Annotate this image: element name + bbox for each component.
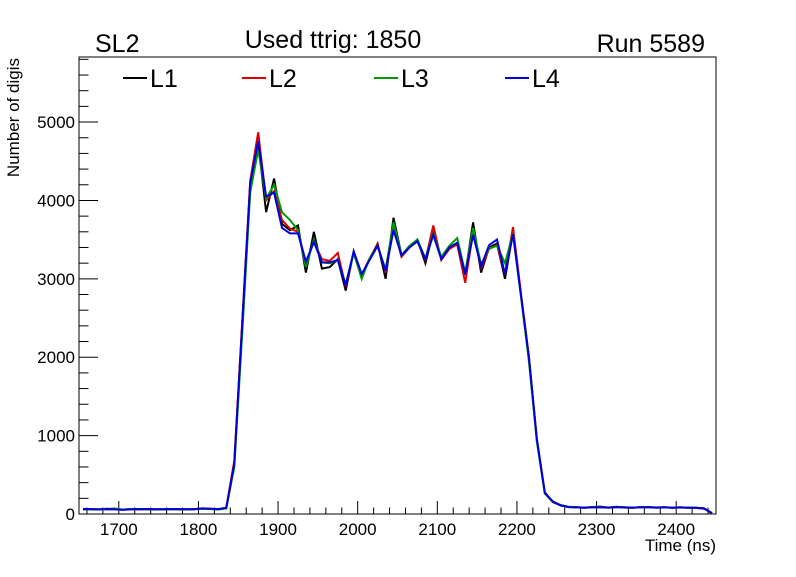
run-label: Run 5589	[597, 30, 705, 58]
x-axis-title: Time (ns)	[645, 536, 716, 555]
legend: L1 L2 L3 L4	[123, 65, 560, 93]
x-tick-label: 1700	[100, 520, 138, 539]
series-line-l3	[82, 149, 713, 514]
legend-label: L2	[269, 65, 297, 93]
series-group	[82, 132, 713, 515]
superlayer-label: SL2	[95, 30, 139, 58]
x-tick-label: 2400	[657, 520, 695, 539]
x-tick-label: 2200	[498, 520, 536, 539]
x-tick-label: 2100	[418, 520, 456, 539]
chart-title: Used ttrig: 1850	[245, 26, 422, 54]
x-tick-label: 2000	[339, 520, 377, 539]
plot-frame	[78, 56, 717, 515]
series-line-l2	[82, 132, 713, 515]
legend-label: L1	[150, 65, 178, 93]
y-tick-label: 4000	[37, 191, 75, 210]
y-tick-label: 5000	[37, 113, 75, 132]
x-tick-label: 1800	[180, 520, 218, 539]
x-tick-label: 1900	[259, 520, 297, 539]
legend-label: L4	[532, 65, 560, 93]
series-line-l4	[82, 140, 713, 515]
y-axis-title: Number of digis	[4, 58, 23, 177]
y-tick-label: 0	[66, 505, 75, 524]
series-line-l1	[82, 141, 713, 515]
legend-label: L3	[401, 65, 429, 93]
x-tick-label: 2300	[578, 520, 616, 539]
y-tick-label: 2000	[37, 348, 75, 367]
y-tick-label: 3000	[37, 270, 75, 289]
y-tick-label: 1000	[37, 427, 75, 446]
axes: 1700 1800 1900 2000 2100 2200 2300 2400 0 1000 200…	[37, 58, 709, 539]
